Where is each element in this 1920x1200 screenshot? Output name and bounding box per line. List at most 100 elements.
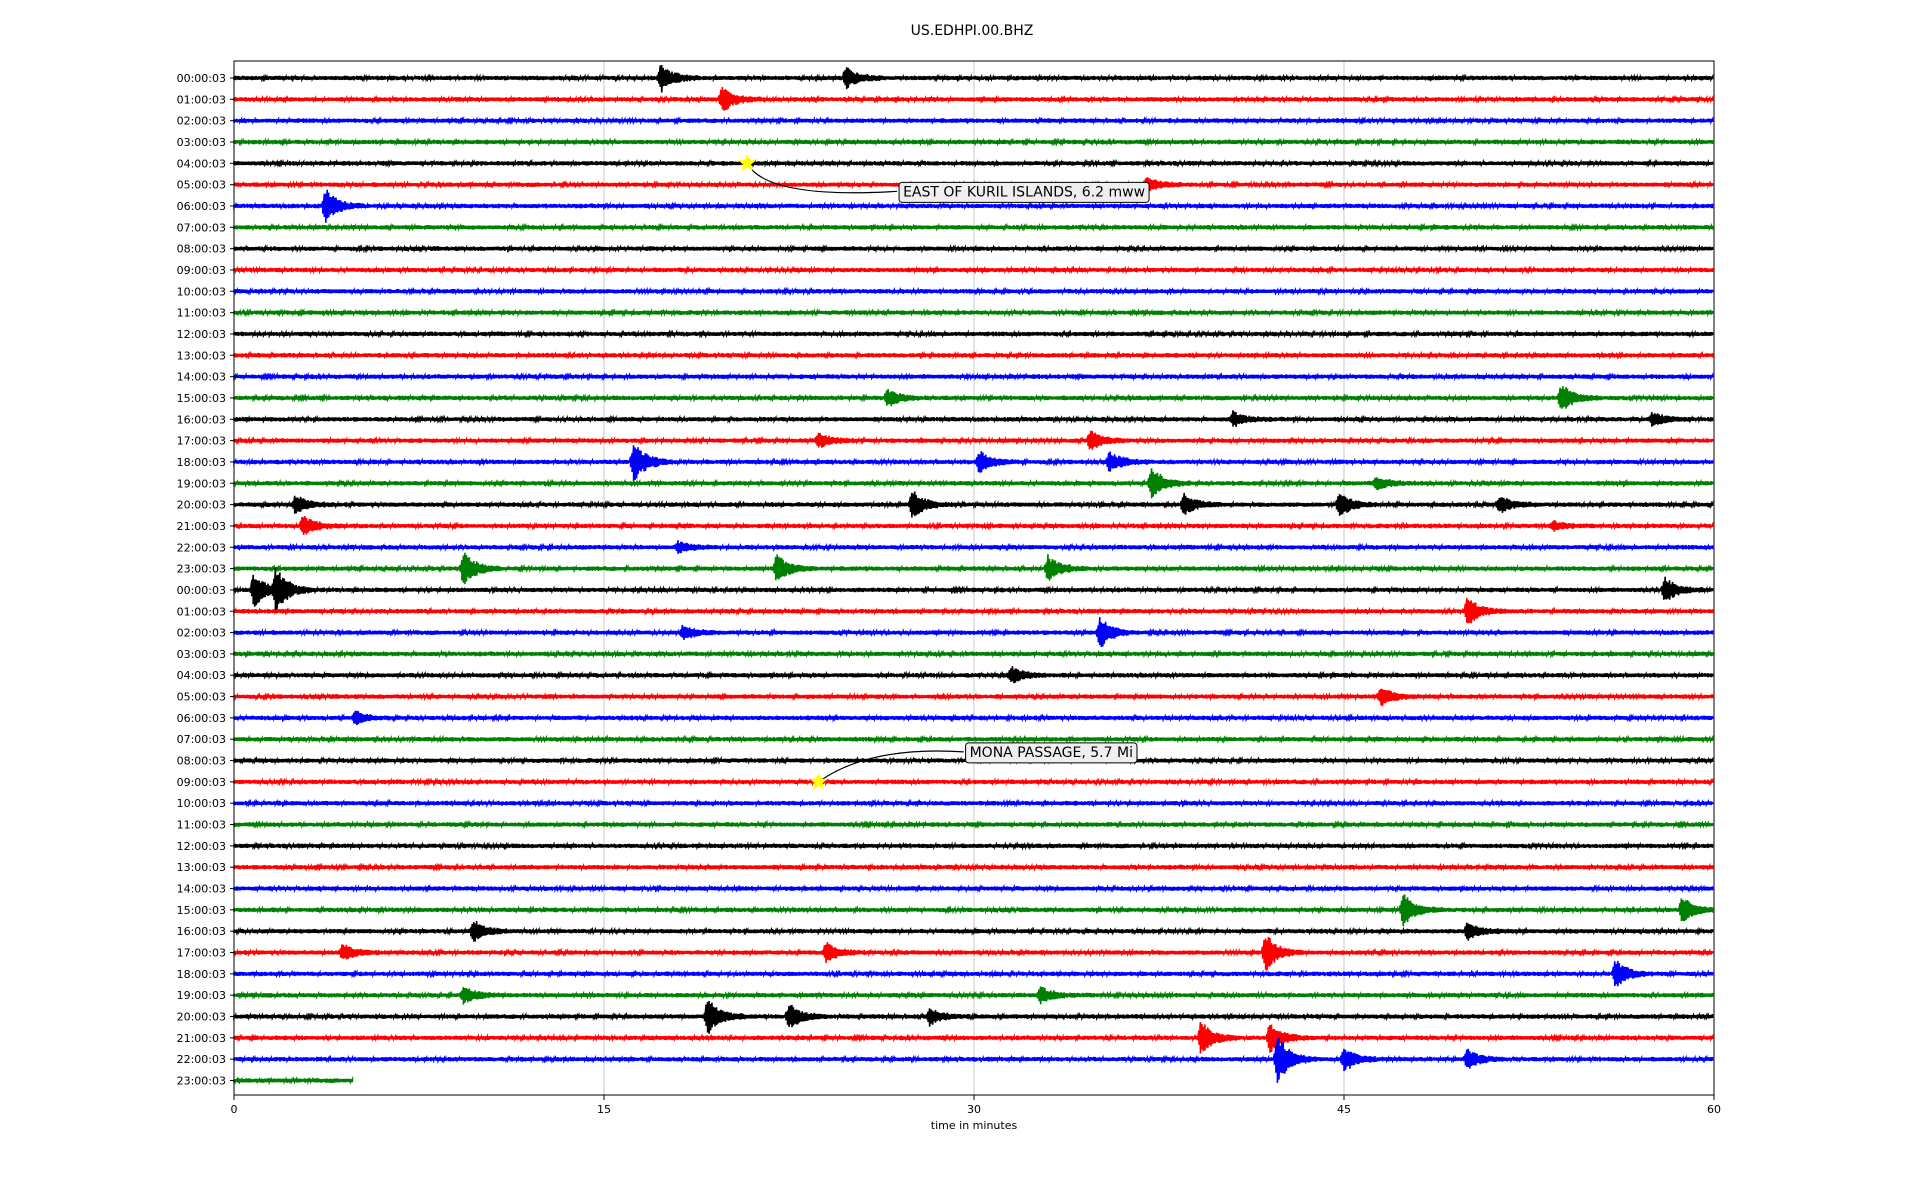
trace-line [233,688,1714,707]
trace-line [233,158,1714,169]
row-label: 15:00:03 [177,392,226,405]
row-label: 13:00:03 [177,349,226,362]
trace-line [233,1075,354,1086]
event-star-marker [738,153,756,171]
row-label: 16:00:03 [177,413,226,426]
row-label: 14:00:03 [177,371,226,384]
row-label: 23:00:03 [177,1075,226,1088]
trace-line [233,862,1714,872]
x-axis-ticks: 0 15 30 45 60 [231,1095,1721,1116]
row-label: 09:00:03 [177,776,226,789]
trace-line [233,410,1714,427]
annotation-layer: EAST OF KURIL ISLANDS, 6.2 mww MONA PASSA… [738,153,1150,790]
row-label: 02:00:03 [177,627,226,640]
row-label: 01:00:03 [177,93,226,106]
trace-line [233,265,1714,275]
row-label: 07:00:03 [177,221,226,234]
trace-line [233,1000,1714,1034]
trace-line [233,115,1714,126]
row-label: 21:00:03 [177,1032,226,1045]
trace-line [233,666,1714,684]
x-tick-label: 0 [231,1103,238,1116]
row-label: 08:00:03 [177,243,226,256]
row-label: 17:00:03 [177,947,226,960]
trace-line [233,222,1714,233]
row-label: 06:00:03 [177,200,226,213]
row-label: 12:00:03 [177,328,226,341]
row-label: 21:00:03 [177,520,226,533]
row-label: 12:00:03 [177,840,226,853]
row-label: 04:00:03 [177,157,226,170]
row-label: 20:00:03 [177,1011,226,1024]
trace-line [233,936,1714,971]
row-label: 06:00:03 [177,712,226,725]
x-axis-label: time in minutes [931,1119,1018,1132]
trace-line [233,734,1714,744]
grid-lines [603,61,1345,1095]
trace-line [233,841,1714,851]
row-label: 10:00:03 [177,797,226,810]
annotation-box [898,181,1150,203]
row-label: 05:00:03 [177,691,226,704]
row-label: 02:00:03 [177,115,226,128]
row-label: 04:00:03 [177,669,226,682]
row-label: 15:00:03 [177,904,226,917]
row-label: 05:00:03 [177,179,226,192]
row-label: 10:00:03 [177,285,226,298]
trace-line [233,371,1714,382]
row-label: 16:00:03 [177,925,226,938]
trace-line [233,468,1714,499]
x-tick-label: 45 [1337,1103,1351,1116]
chart-title: US.EDHPI.00.BHZ [911,23,1034,39]
x-tick-label: 60 [1707,1103,1721,1116]
x-tick-label: 30 [967,1103,981,1116]
row-label: 19:00:03 [177,989,226,1002]
trace-line [233,286,1714,297]
row-labels: 00:00:03 01:00:03 02:00:03 03:00:03 04:00:03… [177,72,234,1088]
trace-line [233,567,1714,614]
trace-line [233,960,1714,987]
trace-line [233,883,1714,894]
row-label: 19:00:03 [177,477,226,490]
trace-line [233,798,1714,808]
trace-line [233,710,1714,726]
trace-line [233,617,1714,648]
trace-line [233,552,1714,585]
row-label: 07:00:03 [177,733,226,746]
row-label: 01:00:03 [177,605,226,618]
x-tick-label: 15 [597,1103,611,1116]
trace-line [233,491,1714,518]
row-label: 00:00:03 [177,584,226,597]
row-label: 09:00:03 [177,264,226,277]
row-label: 18:00:03 [177,456,226,469]
trace-line [233,87,1714,111]
trace-line [233,516,1714,536]
row-label: 22:00:03 [177,1053,226,1066]
trace-line [233,430,1714,450]
row-label: 08:00:03 [177,755,226,768]
row-label: 03:00:03 [177,136,226,149]
trace-line [233,649,1714,659]
trace-line [233,307,1714,318]
trace-line [233,386,1714,409]
trace-line [233,64,1714,93]
trace-line [233,894,1714,927]
event-star-marker [809,772,828,790]
annotation-connector [818,750,964,783]
trace-line [233,597,1714,624]
annotation-label: MONA PASSAGE, 5.7 Mi [970,745,1133,761]
trace-line [233,819,1714,830]
event-annotation: EAST OF KURIL ISLANDS, 6.2 mww [738,153,1150,203]
row-label: 00:00:03 [177,72,226,85]
annotation-connector [746,163,898,194]
annotation-box [965,742,1138,764]
row-label: 11:00:03 [177,819,226,832]
row-label: 23:00:03 [177,563,226,576]
row-label: 20:00:03 [177,499,226,512]
trace-line [233,540,1714,555]
trace-line [233,329,1714,339]
event-annotation: MONA PASSAGE, 5.7 Mi [809,742,1138,790]
trace-line [233,243,1714,254]
trace-line [233,986,1714,1005]
